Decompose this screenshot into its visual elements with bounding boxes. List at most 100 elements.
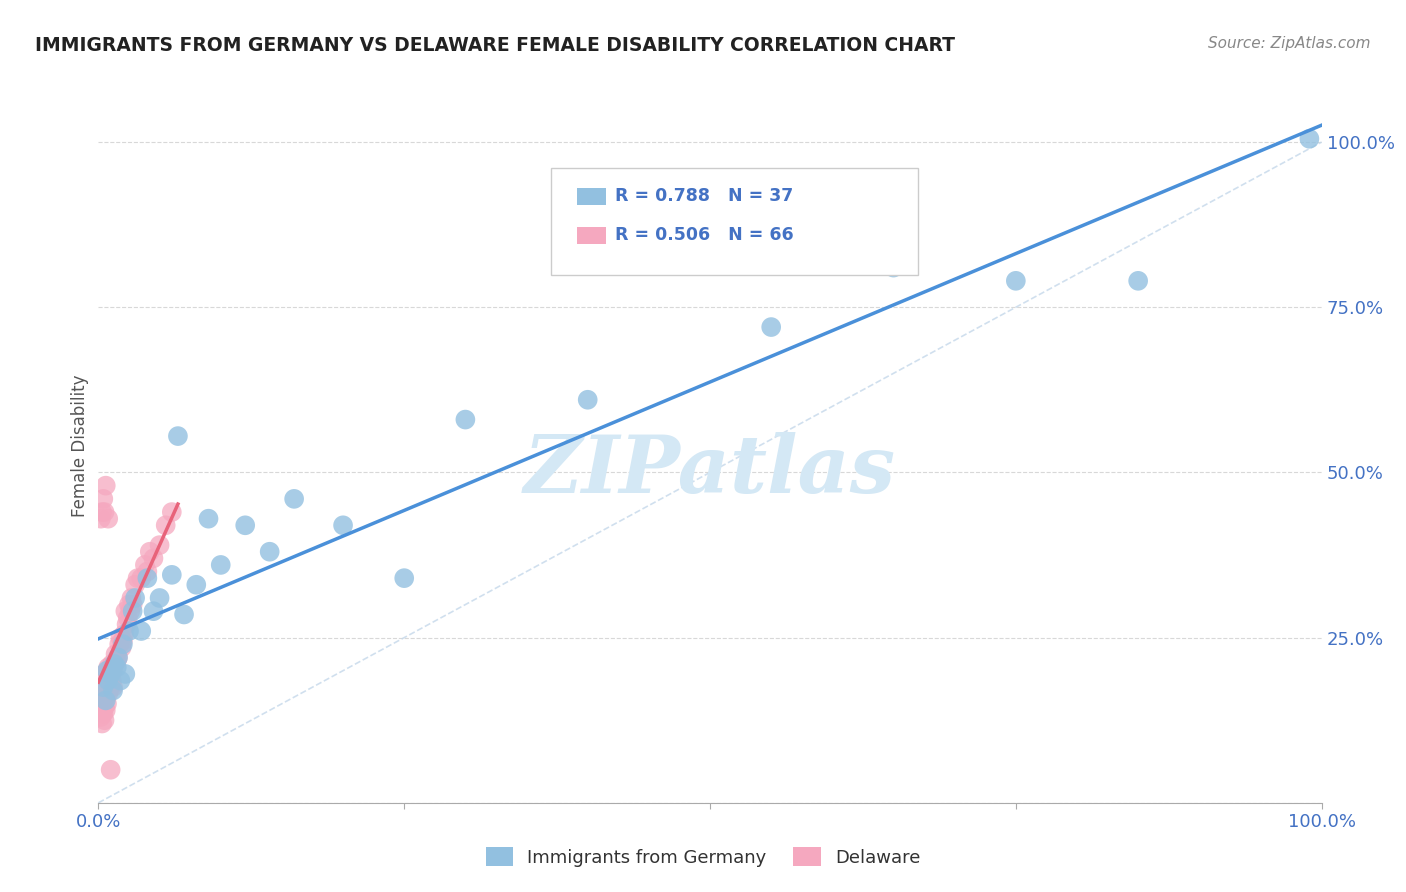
Point: [91, 703, 114, 717]
Point: [167, 429, 190, 443]
Point: [114, 667, 136, 681]
Point: [96, 697, 118, 711]
Point: [155, 518, 177, 533]
Point: [127, 571, 149, 585]
Point: [100, 763, 122, 777]
Text: ZIPatlas: ZIPatlas: [524, 433, 896, 509]
Point: [97, 673, 120, 688]
Point: [111, 637, 134, 651]
Point: [124, 578, 146, 592]
Point: [121, 604, 143, 618]
Point: [576, 392, 599, 407]
Point: [120, 604, 142, 618]
Point: [90, 687, 112, 701]
Point: [94, 673, 117, 688]
Point: [233, 518, 256, 533]
Point: [93, 700, 115, 714]
Point: [111, 640, 134, 655]
Point: [94, 690, 117, 704]
Point: [110, 673, 132, 688]
Point: [209, 558, 232, 572]
Text: Source: ZipAtlas.com: Source: ZipAtlas.com: [1208, 36, 1371, 51]
Point: [96, 664, 118, 678]
Point: [103, 657, 125, 671]
Point: [97, 511, 120, 525]
Point: [142, 551, 165, 566]
Point: [120, 591, 142, 605]
Point: [91, 706, 114, 721]
Point: [124, 591, 146, 605]
Point: [90, 710, 112, 724]
Point: [98, 664, 121, 678]
Point: [110, 631, 132, 645]
Point: [186, 578, 208, 592]
Point: [90, 511, 112, 525]
Point: [149, 538, 172, 552]
Point: [96, 667, 118, 681]
Point: [94, 693, 117, 707]
Point: [121, 598, 143, 612]
Point: [101, 657, 124, 671]
Point: [94, 478, 117, 492]
Point: [89, 693, 111, 707]
FancyBboxPatch shape: [576, 187, 606, 205]
Point: [100, 664, 122, 678]
Point: [93, 687, 115, 701]
Point: [259, 545, 281, 559]
Point: [134, 558, 156, 572]
Point: [1128, 274, 1150, 288]
Y-axis label: Female Disability: Female Disability: [70, 375, 89, 517]
Point: [160, 567, 183, 582]
Point: [111, 634, 134, 648]
Point: [98, 680, 121, 694]
Point: [104, 647, 127, 661]
Point: [129, 624, 152, 638]
Point: [97, 687, 120, 701]
Point: [1298, 132, 1320, 146]
Point: [101, 664, 124, 678]
Point: [392, 571, 416, 585]
Point: [332, 518, 354, 533]
Legend: Immigrants from Germany, Delaware: Immigrants from Germany, Delaware: [478, 840, 928, 874]
Point: [91, 680, 114, 694]
Point: [101, 673, 124, 688]
Point: [89, 680, 111, 694]
Point: [197, 511, 219, 525]
FancyBboxPatch shape: [551, 168, 918, 275]
Point: [1004, 274, 1026, 288]
Point: [100, 667, 122, 681]
Point: [107, 650, 129, 665]
Point: [108, 637, 131, 651]
Point: [107, 650, 129, 665]
Point: [139, 545, 162, 559]
Point: [112, 627, 135, 641]
FancyBboxPatch shape: [576, 227, 606, 244]
Point: [173, 607, 195, 622]
Point: [91, 690, 114, 704]
Point: [91, 491, 114, 506]
Point: [94, 703, 117, 717]
Point: [149, 591, 172, 605]
Point: [93, 667, 115, 681]
Point: [91, 505, 114, 519]
Point: [160, 505, 183, 519]
Point: [90, 673, 112, 688]
Point: [97, 673, 120, 688]
Text: IMMIGRANTS FROM GERMANY VS DELAWARE FEMALE DISABILITY CORRELATION CHART: IMMIGRANTS FROM GERMANY VS DELAWARE FEMA…: [35, 36, 955, 54]
Point: [101, 680, 124, 694]
Point: [142, 604, 165, 618]
Point: [91, 693, 114, 707]
Point: [114, 604, 136, 618]
Point: [91, 716, 114, 731]
Point: [105, 660, 128, 674]
Point: [103, 657, 125, 671]
Point: [136, 571, 159, 585]
Point: [136, 565, 159, 579]
Point: [93, 713, 115, 727]
Text: R = 0.506   N = 66: R = 0.506 N = 66: [614, 227, 793, 244]
Point: [97, 660, 120, 674]
Point: [93, 505, 115, 519]
Point: [454, 412, 477, 426]
Point: [883, 260, 905, 275]
Point: [118, 598, 141, 612]
